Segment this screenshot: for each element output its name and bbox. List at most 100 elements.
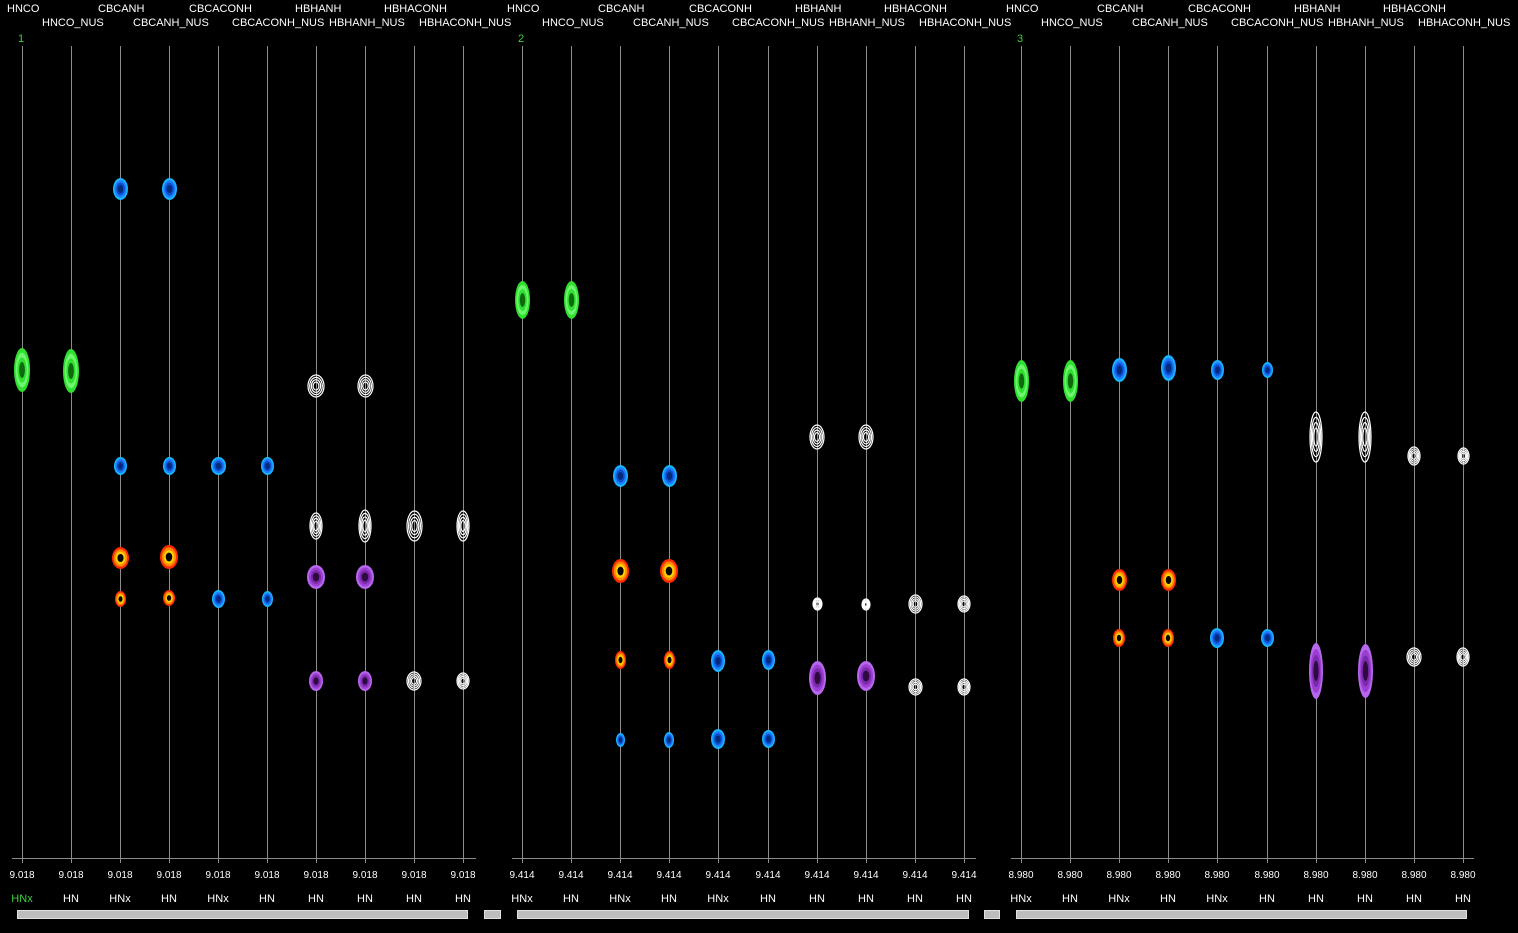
strip-header-hnco[interactable]: HNCO bbox=[1006, 3, 1039, 15]
strip-axis-label[interactable]: HN bbox=[563, 893, 579, 905]
nmr-peak[interactable] bbox=[760, 648, 777, 677]
strip-axis-label[interactable]: HN bbox=[858, 893, 874, 905]
strip-header-cbcanh[interactable]: CBCANH bbox=[598, 3, 645, 15]
nmr-peak[interactable] bbox=[455, 509, 471, 548]
strip-axis-label[interactable]: HNx bbox=[1206, 893, 1228, 905]
strip-axis-label[interactable]: HN bbox=[1455, 893, 1471, 905]
nmr-peak[interactable] bbox=[405, 509, 424, 548]
strip-axis-label[interactable]: HN bbox=[161, 893, 177, 905]
strip-header-cbcaconh[interactable]: CBCACONH bbox=[689, 3, 752, 15]
strip-header-hbhaconh[interactable]: HBHACONH bbox=[1383, 3, 1446, 15]
strip-header-cbcaconh[interactable]: CBCACONH bbox=[189, 3, 252, 15]
nmr-peak[interactable] bbox=[158, 543, 180, 576]
nmr-peak[interactable] bbox=[611, 463, 630, 494]
strip-axis-label[interactable]: HNx bbox=[707, 893, 729, 905]
strip-header-cbcaconh-nus[interactable]: CBCACONH_NUS bbox=[232, 17, 325, 29]
strip-axis-label[interactable]: HN bbox=[956, 893, 972, 905]
nmr-peak[interactable] bbox=[1159, 353, 1178, 388]
strip-axis-label[interactable]: HNx bbox=[109, 893, 131, 905]
strip-axis-label[interactable]: HN bbox=[760, 893, 776, 905]
nmr-peak[interactable] bbox=[860, 597, 872, 617]
strip-header-cbcanh-nus[interactable]: CBCANH_NUS bbox=[1132, 17, 1208, 29]
nmr-peak[interactable] bbox=[855, 659, 877, 698]
nmr-peak[interactable] bbox=[1061, 358, 1080, 409]
nmr-peak[interactable] bbox=[405, 670, 423, 697]
nmr-peak[interactable] bbox=[907, 677, 924, 702]
strip-axis-label[interactable]: HN bbox=[63, 893, 79, 905]
strip-axis-label[interactable]: HNx bbox=[511, 893, 533, 905]
strip-axis-label[interactable]: HN bbox=[406, 893, 422, 905]
nmr-peak[interactable] bbox=[1456, 446, 1471, 471]
nmr-peak[interactable] bbox=[112, 455, 129, 482]
nmr-peak[interactable] bbox=[110, 545, 131, 576]
strip-header-hbhaconh-nus[interactable]: HBHACONH_NUS bbox=[919, 17, 1012, 29]
strip-header-cbcaconh[interactable]: CBCACONH bbox=[1188, 3, 1251, 15]
nmr-peak[interactable] bbox=[562, 279, 581, 326]
strip-header-hbhaconh[interactable]: HBHACONH bbox=[884, 3, 947, 15]
nmr-peak[interactable] bbox=[356, 669, 374, 698]
nmr-peak[interactable] bbox=[111, 176, 130, 207]
strip-header-hbhanh[interactable]: HBHANH bbox=[1294, 3, 1341, 15]
nmr-peak[interactable] bbox=[1357, 410, 1373, 469]
nmr-peak[interactable] bbox=[1260, 360, 1275, 385]
strip-header-hbhanh-nus[interactable]: HBHANH_NUS bbox=[829, 17, 905, 29]
nmr-peak[interactable] bbox=[610, 557, 631, 590]
nmr-peak[interactable] bbox=[1111, 627, 1127, 654]
strip-axis-label[interactable]: HNx bbox=[1108, 893, 1130, 905]
nmr-peak[interactable] bbox=[662, 649, 677, 676]
nmr-peak[interactable] bbox=[907, 593, 924, 620]
nmr-peak[interactable] bbox=[807, 659, 828, 702]
strip-header-hbhanh[interactable]: HBHANH bbox=[795, 3, 842, 15]
nmr-peak[interactable] bbox=[658, 557, 680, 590]
nmr-peak[interactable] bbox=[306, 373, 326, 404]
strip-header-cbcanh-nus[interactable]: CBCANH_NUS bbox=[133, 17, 209, 29]
nmr-peak[interactable] bbox=[808, 423, 826, 456]
strip-axis-label[interactable]: HN bbox=[809, 893, 825, 905]
strip-axis-label[interactable]: HN bbox=[455, 893, 471, 905]
nmr-peak[interactable] bbox=[1356, 642, 1375, 705]
nmr-peak[interactable] bbox=[1208, 626, 1226, 655]
strip-header-hbhaconh-nus[interactable]: HBHACONH_NUS bbox=[1418, 17, 1511, 29]
nmr-peak[interactable] bbox=[61, 347, 81, 400]
nmr-peak[interactable] bbox=[209, 455, 228, 482]
nmr-peak[interactable] bbox=[12, 346, 32, 399]
nmr-peak[interactable] bbox=[1455, 646, 1471, 673]
strip-axis-label[interactable]: HN bbox=[1160, 893, 1176, 905]
strip-axis-label[interactable]: HN bbox=[308, 893, 324, 905]
nmr-peak[interactable] bbox=[956, 594, 972, 619]
nmr-peak[interactable] bbox=[1012, 358, 1031, 409]
nmr-peak[interactable] bbox=[354, 563, 376, 596]
strip-header-hnco[interactable]: HNCO bbox=[7, 3, 40, 15]
strip-header-cbcanh[interactable]: CBCANH bbox=[98, 3, 145, 15]
nmr-peak[interactable] bbox=[1308, 410, 1324, 469]
strip-axis-label[interactable]: HN bbox=[357, 893, 373, 905]
nmr-peak[interactable] bbox=[709, 648, 727, 679]
nmr-peak[interactable] bbox=[1307, 641, 1325, 706]
nmr-peak[interactable] bbox=[160, 176, 179, 207]
nmr-peak[interactable] bbox=[857, 423, 875, 456]
strip-header-hnco-nus[interactable]: HNCO_NUS bbox=[1041, 17, 1103, 29]
nmr-peak[interactable] bbox=[1259, 627, 1276, 654]
strip-axis-label[interactable]: HN bbox=[1406, 893, 1422, 905]
nmr-peak[interactable] bbox=[709, 727, 727, 756]
strip-header-hbhaconh[interactable]: HBHACONH bbox=[384, 3, 447, 15]
panel-splitter-2[interactable] bbox=[984, 910, 1000, 919]
strip-header-cbcaconh-nus[interactable]: CBCACONH_NUS bbox=[1231, 17, 1324, 29]
strip-header-hbhanh-nus[interactable]: HBHANH_NUS bbox=[1328, 17, 1404, 29]
panel-2-scrollbar[interactable] bbox=[517, 910, 969, 919]
nmr-peak[interactable] bbox=[161, 588, 177, 613]
strip-axis-label[interactable]: HNx bbox=[1010, 893, 1032, 905]
strip-header-hbhanh-nus[interactable]: HBHANH_NUS bbox=[329, 17, 405, 29]
strip-axis-label[interactable]: HNx bbox=[11, 893, 33, 905]
panel-3-scrollbar[interactable] bbox=[1016, 910, 1467, 919]
nmr-peak[interactable] bbox=[1405, 646, 1423, 673]
strip-header-hbhanh[interactable]: HBHANH bbox=[295, 3, 342, 15]
nmr-peak[interactable] bbox=[1159, 567, 1178, 598]
nmr-peak[interactable] bbox=[956, 677, 972, 702]
strip-header-hnco[interactable]: HNCO bbox=[507, 3, 540, 15]
nmr-peak[interactable] bbox=[308, 511, 324, 546]
nmr-peak[interactable] bbox=[113, 589, 128, 614]
nmr-peak[interactable] bbox=[259, 455, 276, 482]
nmr-peak[interactable] bbox=[1406, 445, 1422, 472]
strip-axis-label[interactable]: HNx bbox=[207, 893, 229, 905]
